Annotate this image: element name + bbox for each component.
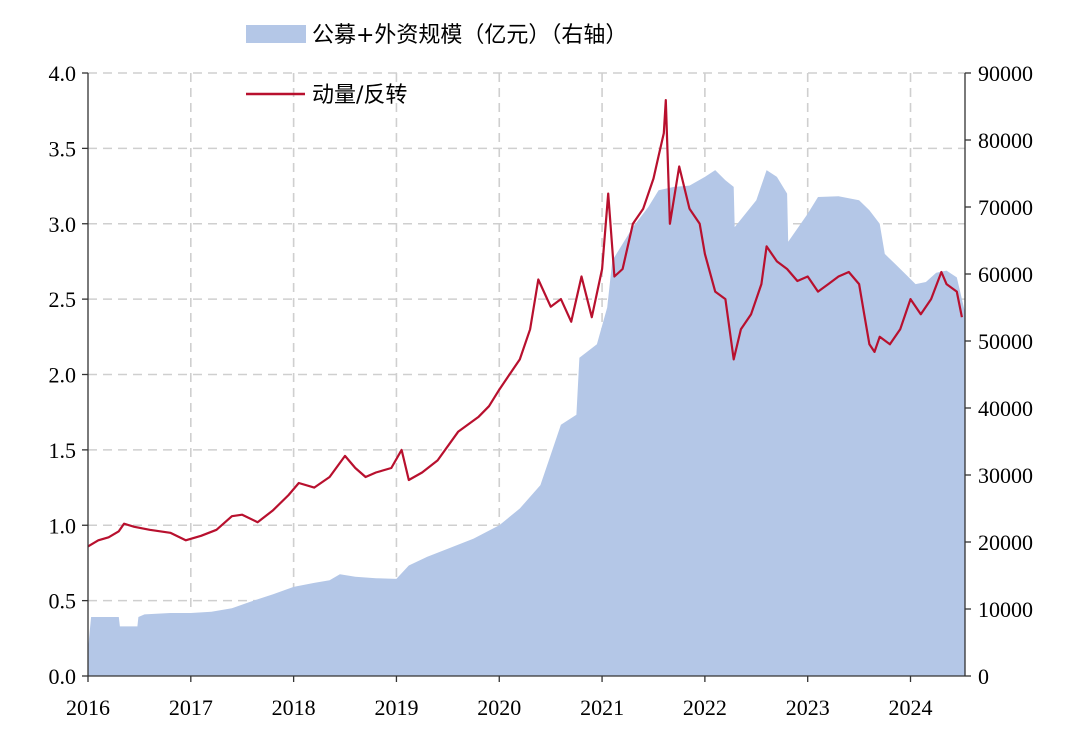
y-left-tick-label: 2.0 xyxy=(49,363,77,388)
y-left-tick-label: 0.0 xyxy=(49,664,77,689)
x-tick-label: 2020 xyxy=(477,695,521,720)
legend-area-swatch xyxy=(246,25,306,43)
y-left-tick-label: 2.5 xyxy=(49,287,77,312)
x-tick-label: 2016 xyxy=(66,695,110,720)
area-series-public-fund-foreign-scale xyxy=(88,170,965,676)
x-tick-label: 2017 xyxy=(169,695,213,720)
x-tick-label: 2018 xyxy=(272,695,316,720)
x-tick-label: 2024 xyxy=(889,695,933,720)
y-right-tick-label: 60000 xyxy=(978,262,1033,287)
legend-line-label: 动量/反转 xyxy=(312,83,407,108)
x-tick-label: 2019 xyxy=(374,695,418,720)
y-left-tick-label: 3.5 xyxy=(49,136,77,161)
y-right-tick-label: 90000 xyxy=(978,61,1033,86)
y-right-tick-label: 20000 xyxy=(978,530,1033,555)
y-right-tick-label: 10000 xyxy=(978,597,1033,622)
legend-area-label: 公募+外资规模（亿元）（右轴） xyxy=(312,23,627,48)
y-left-tick-label: 0.5 xyxy=(49,589,77,614)
axes xyxy=(82,72,971,682)
y-right-tick-label: 40000 xyxy=(978,396,1033,421)
x-tick-label: 2023 xyxy=(786,695,830,720)
y-right-tick-label: 70000 xyxy=(978,195,1033,220)
x-tick-label: 2021 xyxy=(580,695,624,720)
y-left-tick-label: 1.0 xyxy=(49,513,77,538)
line-series-momentum-reversal xyxy=(87,98,963,548)
x-tick-label: 2022 xyxy=(683,695,727,720)
tick-labels: 0.0 0.5 1.0 1.5 2.0 2.5 3.0 3.5 4.0 0 10000 20000 30… xyxy=(49,61,1034,720)
y-left-tick-label: 3.0 xyxy=(49,212,77,237)
y-left-tick-label: 4.0 xyxy=(49,61,77,86)
y-right-tick-label: 0 xyxy=(978,664,989,689)
y-right-tick-label: 30000 xyxy=(978,463,1033,488)
legend: 公募+外资规模（亿元）（右轴） 动量/反转 xyxy=(246,23,627,108)
y-left-tick-label: 1.5 xyxy=(49,438,77,463)
y-right-tick-label: 50000 xyxy=(978,329,1033,354)
y-right-tick-label: 80000 xyxy=(978,128,1033,153)
